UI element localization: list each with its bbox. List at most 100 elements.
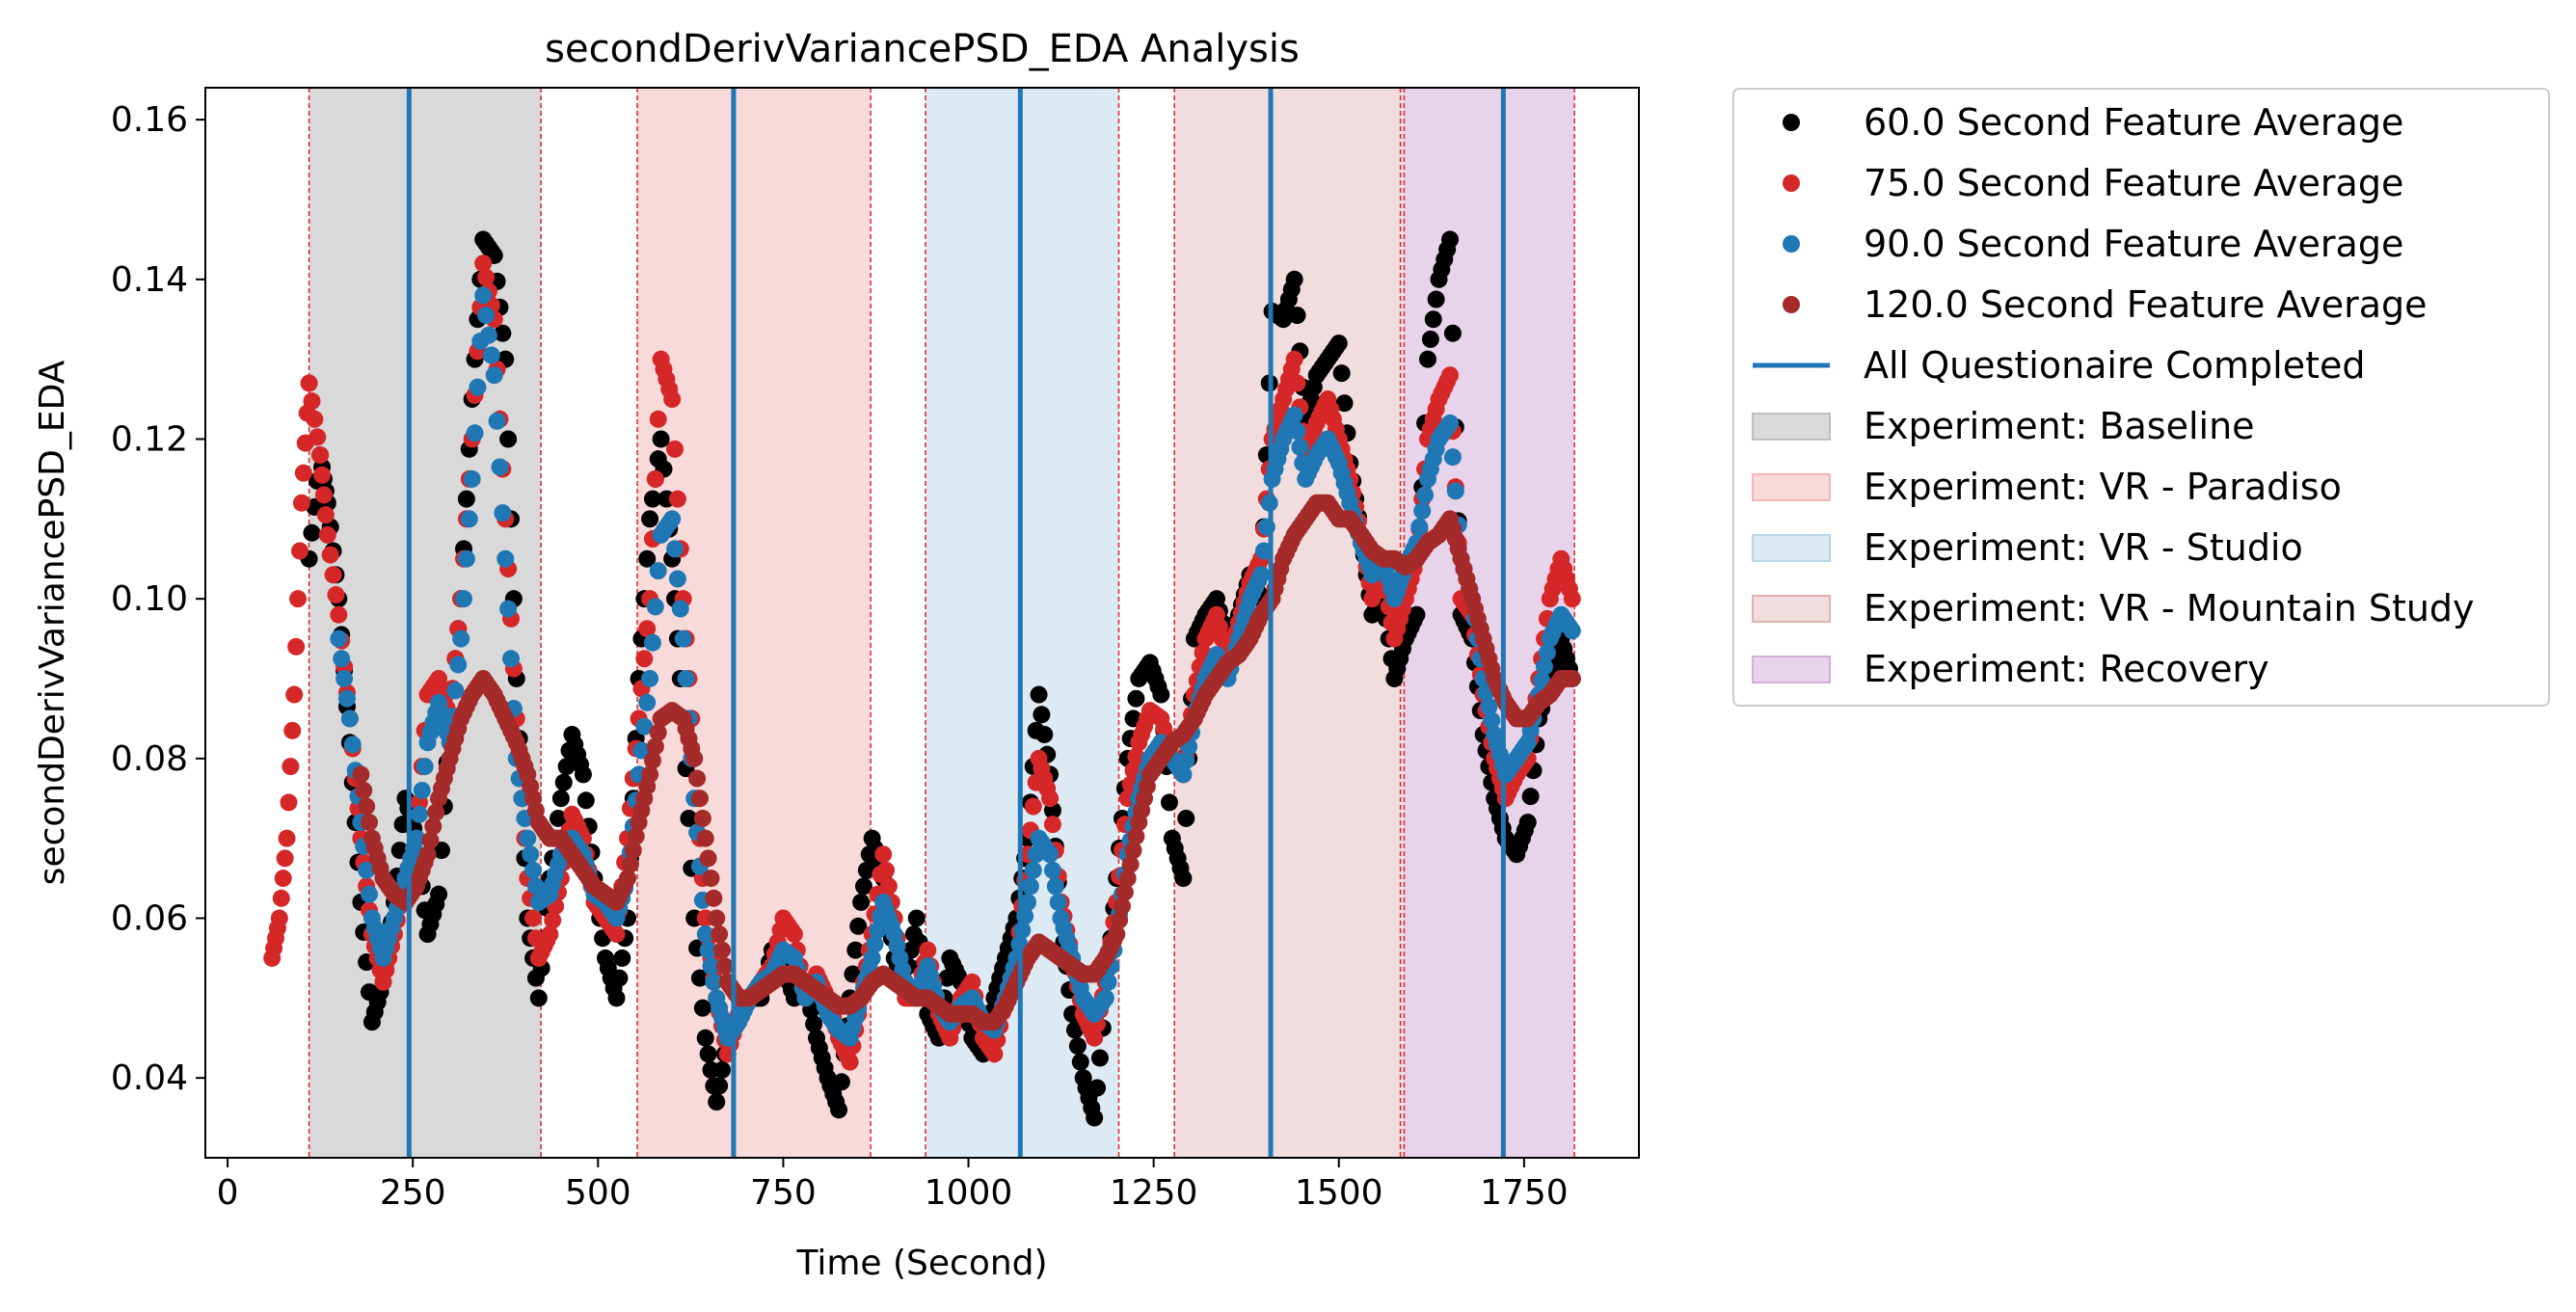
data-point [713,1060,732,1079]
data-point [416,758,434,776]
data-point [449,656,468,674]
data-point [643,490,661,508]
data-point [549,809,567,827]
data-point [287,637,306,656]
questionnaire-lines-layer [406,88,1506,1158]
data-point [643,751,661,769]
legend-entry: 75.0 Second Feature Average [1783,162,2403,204]
data-point [715,957,734,976]
data-point [641,669,659,687]
data-point [668,570,686,588]
x-tick-label: 1000 [925,1173,1013,1213]
data-point [488,412,506,430]
data-point [1421,330,1439,348]
data-point [702,957,720,976]
data-point [455,590,473,608]
data-point [785,925,803,944]
data-point [340,710,359,728]
legend-entry: Experiment: Recovery [1752,648,2269,690]
data-point [418,845,437,864]
data-point [1563,669,1581,687]
data-point [708,909,726,927]
data-point [649,410,667,428]
legend-entry: 90.0 Second Feature Average [1783,223,2403,265]
data-point [646,737,664,756]
data-point [524,909,543,927]
data-point [832,1073,850,1091]
data-point [574,765,592,784]
x-tick-label: 1750 [1480,1173,1569,1213]
data-point [1416,486,1435,504]
data-point [646,469,664,488]
data-point [313,466,332,484]
data-point [666,440,684,458]
data-point [272,889,290,907]
data-point [1065,1021,1084,1039]
data-point [690,969,709,987]
data-point [1285,350,1303,368]
data-point [1480,697,1498,715]
data-point [619,870,637,888]
data-point [1127,747,1145,765]
data-point [427,803,445,821]
data-point [1443,448,1462,467]
data-point [321,546,339,564]
data-point [457,490,475,508]
data-point [494,324,512,342]
data-point [866,935,884,953]
y-tick-label: 0.04 [111,1058,188,1098]
data-point [1049,893,1067,911]
x-tick-label: 500 [565,1173,631,1213]
data-point [1090,1049,1109,1067]
data-point [627,827,645,845]
data-point [1021,877,1039,896]
y-axis-label: secondDerivVariancePSD_EDA [33,360,72,885]
data-point [330,605,348,624]
x-axis: 0 250 500 750 1000 1250 1500 1750 [217,1158,1569,1213]
data-point [1291,438,1309,456]
data-point [849,917,868,935]
y-tick-label: 0.14 [111,260,188,300]
data-point [688,769,707,788]
data-point [624,842,642,860]
data-point [499,600,518,618]
data-point [638,693,657,711]
legend-marker [1783,235,1800,253]
data-point [1068,1037,1087,1056]
data-point [1111,911,1129,929]
data-point [713,941,732,959]
data-point [663,390,682,409]
legend-label: Experiment: VR - Studio [1864,526,2303,569]
data-point [1483,711,1501,730]
legend-label: Experiment: VR - Paradiso [1864,466,2342,508]
data-point [693,999,711,1017]
data-point [1096,989,1114,1007]
data-point [1127,827,1145,845]
data-point [408,829,426,847]
data-point [309,428,327,446]
data-point [1041,845,1060,864]
x-tick-label: 1250 [1110,1173,1198,1213]
data-point [1443,324,1462,342]
data-point [494,504,512,522]
data-point [327,586,345,604]
data-point [335,669,354,687]
data-point [877,861,896,879]
data-point [479,326,497,344]
data-point [649,723,667,741]
data-point [1174,765,1193,784]
data-point [919,941,937,959]
data-point [1335,394,1354,413]
y-tick-label: 0.16 [111,100,188,140]
data-point [1533,672,1551,690]
data-point [607,925,626,944]
data-point [1024,861,1042,879]
data-point [358,861,376,879]
series-3 [330,286,1581,1047]
data-point [696,829,714,847]
data-point [446,682,465,700]
data-point [1413,502,1432,521]
data-point [1152,685,1170,704]
data-point [1446,482,1464,500]
data-point [621,855,639,873]
